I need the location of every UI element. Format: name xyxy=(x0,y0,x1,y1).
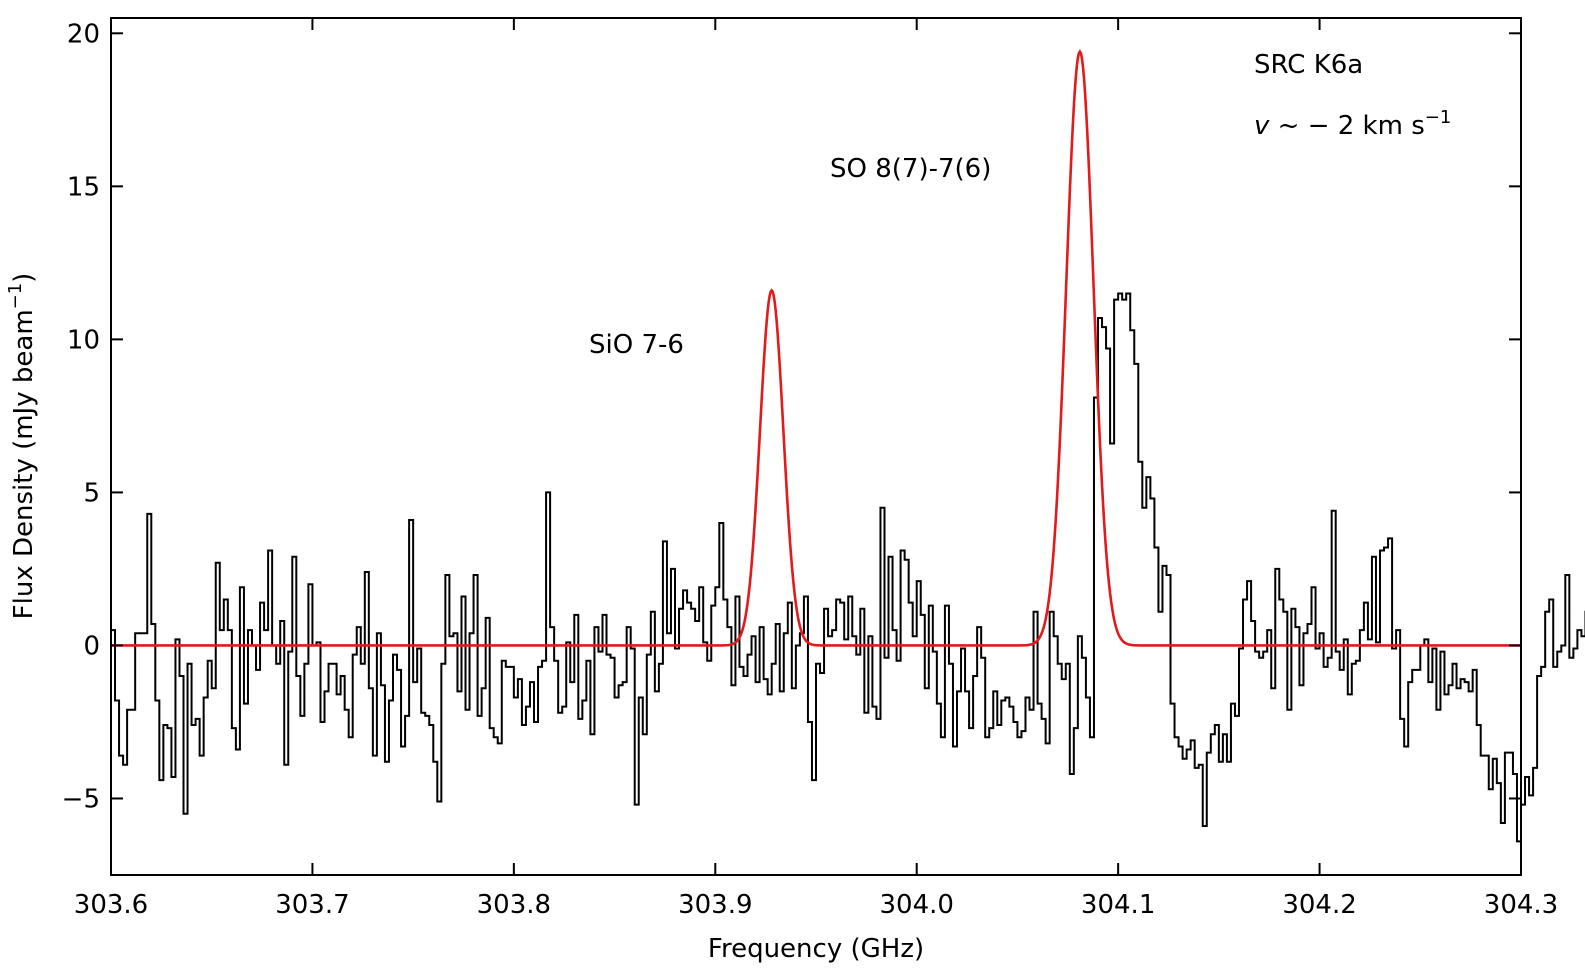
gaussian-fit-line xyxy=(111,49,1521,647)
y-axis-label-close: ) xyxy=(9,273,39,283)
data-layer xyxy=(111,49,1585,843)
velocity-text: ~ − 2 km s xyxy=(1269,111,1424,141)
plot-frame xyxy=(110,17,1522,876)
x-tick-label: 303.9 xyxy=(678,890,752,920)
x-tick-label: 304.3 xyxy=(1484,890,1558,920)
y-axis-label: Flux Density (mJy beam−1) xyxy=(5,273,39,620)
ticks-layer: 303.6 303.7 303.8 303.9 304.0 304.1 304.2 304.3… xyxy=(62,18,1558,920)
velocity-sup: −1 xyxy=(1425,107,1452,128)
x-tick-label: 304.2 xyxy=(1282,890,1356,920)
x-tick-label: 303.6 xyxy=(74,890,148,920)
source-annotation: SRC K6a xyxy=(1254,50,1363,80)
y-tick-label: 5 xyxy=(83,478,100,508)
x-tick-label: 303.7 xyxy=(275,890,349,920)
y-axis-label-main: Flux Density (mJy beam xyxy=(9,309,39,619)
y-tick-label: 15 xyxy=(67,172,100,202)
y-tick-label: 10 xyxy=(67,325,100,355)
x-tick-label: 304.0 xyxy=(879,890,953,920)
sio-line-label: SiO 7-6 xyxy=(589,330,684,360)
so-line-label: SO 8(7)-7(6) xyxy=(830,154,991,184)
x-tick-label: 303.8 xyxy=(477,890,551,920)
x-tick-label: 304.1 xyxy=(1081,890,1155,920)
velocity-annotation: v ~ − 2 km s−1 xyxy=(1254,107,1451,141)
y-tick-label: 0 xyxy=(83,631,100,661)
y-axis-label-sup: −1 xyxy=(5,283,26,310)
velocity-symbol: v xyxy=(1254,111,1270,141)
spectrum-steps xyxy=(111,292,1585,843)
y-tick-label: 20 xyxy=(67,19,100,49)
x-axis-label: Frequency (GHz) xyxy=(708,934,924,964)
y-tick-label: −5 xyxy=(62,784,100,814)
